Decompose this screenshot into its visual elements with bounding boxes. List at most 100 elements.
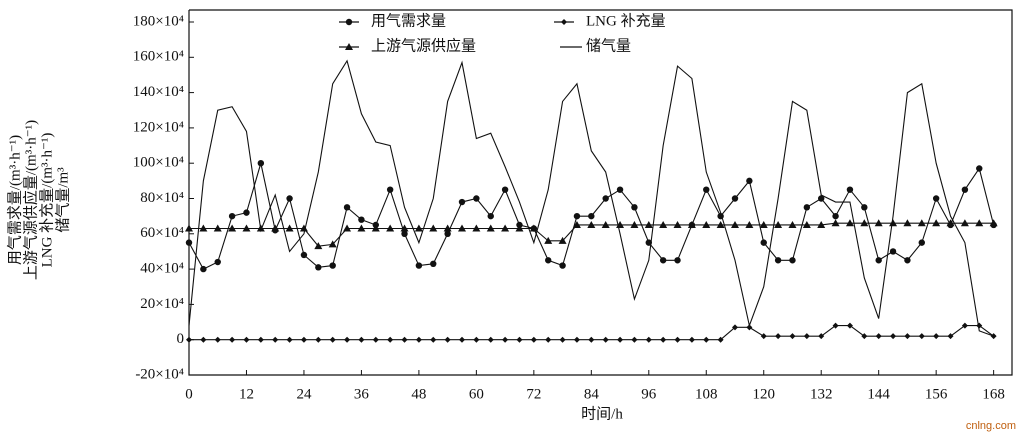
data-point — [415, 336, 422, 343]
data-point — [803, 204, 811, 211]
data-point — [285, 224, 294, 232]
data-point — [458, 224, 466, 232]
data-point — [861, 333, 868, 340]
data-point — [845, 219, 854, 227]
data-point — [846, 322, 853, 329]
data-point — [746, 324, 753, 331]
data-point — [775, 333, 782, 340]
data-point — [976, 165, 983, 172]
data-point — [372, 336, 379, 343]
x-tick-label: 96 — [641, 386, 657, 402]
data-point — [759, 220, 768, 228]
data-point — [832, 212, 839, 220]
data-point — [789, 333, 796, 340]
data-point — [371, 224, 380, 232]
x-tick-label: 120 — [752, 386, 775, 402]
x-tick-label: 156 — [925, 386, 948, 402]
data-point — [861, 204, 868, 211]
data-point — [674, 336, 681, 343]
data-point — [329, 336, 336, 343]
data-point — [358, 216, 365, 223]
data-point — [502, 336, 509, 343]
data-point — [328, 240, 337, 248]
data-point — [602, 336, 609, 343]
y-tick-label: 120×10⁴ — [133, 119, 184, 135]
data-point — [473, 336, 480, 343]
data-point — [731, 220, 739, 228]
data-point — [200, 265, 207, 273]
data-point — [631, 204, 638, 211]
data-point — [903, 219, 912, 227]
legend-label: 用气需求量 — [371, 12, 446, 29]
data-point — [529, 224, 538, 232]
data-point — [199, 224, 208, 232]
data-point — [947, 333, 954, 340]
data-point — [601, 220, 610, 228]
data-point — [472, 224, 481, 232]
data-point — [702, 220, 711, 228]
data-point — [213, 224, 222, 232]
legend-symbol — [561, 19, 567, 25]
data-point — [918, 239, 925, 246]
data-point — [300, 336, 307, 343]
data-point — [803, 333, 810, 340]
data-point — [760, 333, 767, 340]
y-tick-label: 160×10⁴ — [133, 49, 184, 65]
data-point — [659, 220, 668, 228]
data-point — [818, 333, 825, 340]
data-point — [401, 230, 408, 237]
data-point — [257, 160, 265, 167]
data-point — [228, 224, 237, 232]
data-point — [703, 336, 710, 343]
data-point — [343, 224, 352, 232]
data-point — [875, 257, 882, 264]
data-point — [229, 336, 236, 343]
y-tick-label: 80×10⁴ — [140, 190, 184, 206]
data-point — [185, 239, 193, 246]
x-tick-label: 48 — [411, 386, 426, 402]
watermark: cnlng.com — [966, 420, 1016, 432]
data-point — [588, 336, 595, 343]
data-point — [559, 262, 566, 269]
data-point — [687, 220, 696, 228]
data-point — [918, 333, 925, 340]
x-tick-label: 108 — [695, 386, 718, 402]
data-point — [443, 224, 452, 232]
data-point — [214, 258, 221, 266]
data-point — [660, 336, 667, 343]
data-point — [386, 224, 395, 232]
data-point — [486, 224, 495, 232]
data-point — [401, 336, 408, 343]
x-tick-label: 36 — [354, 386, 370, 402]
data-point — [501, 224, 510, 232]
data-point — [874, 219, 883, 227]
data-point — [630, 220, 639, 228]
data-point — [717, 336, 724, 343]
data-point — [617, 336, 624, 343]
data-point — [271, 224, 280, 232]
data-point — [644, 220, 653, 228]
data-point — [674, 257, 681, 264]
legend-symbol — [345, 43, 353, 50]
legend-label: LNG 补充量 — [586, 12, 666, 29]
data-point — [975, 219, 984, 227]
data-point — [286, 195, 293, 202]
data-point — [745, 220, 754, 228]
legend-label: 储气量 — [586, 37, 631, 54]
y-tick-label: 140×10⁴ — [133, 84, 184, 100]
data-point — [645, 336, 652, 343]
data-point — [760, 239, 767, 246]
data-point — [572, 220, 581, 228]
data-point — [487, 336, 494, 343]
data-point — [429, 224, 438, 232]
data-point — [314, 242, 323, 250]
data-point — [243, 336, 250, 343]
data-point — [515, 224, 524, 232]
data-point — [458, 198, 466, 206]
data-point — [904, 257, 911, 264]
y-axis-label: 上游气源供应量/(m³·h⁻¹) — [21, 120, 39, 280]
data-point — [731, 195, 739, 202]
data-point — [386, 186, 394, 193]
y-tick-label: 0 — [177, 331, 185, 347]
data-point — [588, 212, 595, 220]
